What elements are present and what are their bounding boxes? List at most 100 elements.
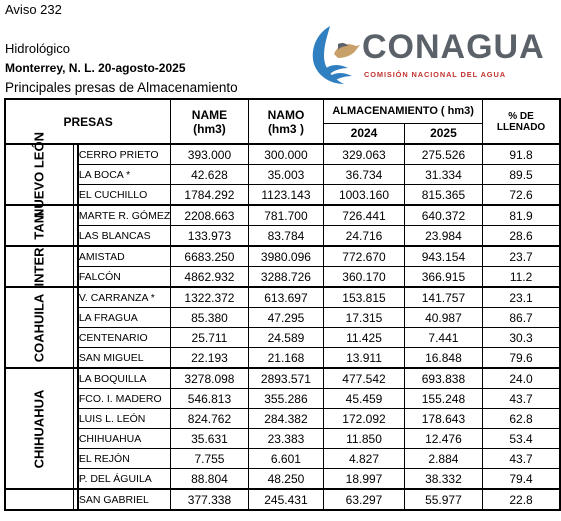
fill-percent-value: 30.3 [482,327,561,348]
name-value: 1784.292 [170,184,249,206]
name-value: 1322.372 [170,286,249,308]
name-value: 546.813 [170,388,249,409]
namo-value: 1123.143 [247,184,325,206]
dam-row: LAS BLANCAS 133.973 83.784 24.716 23.984 28.6 [5,225,561,247]
dam-name: MARTE R. GÓMEZ [76,204,172,226]
dam-name: AMISTAD [76,245,172,267]
state-label-text: CHIHUAHUA [31,389,47,468]
dam-row: LA BOCA * 42.628 35.003 36.734 31.334 89.5 [5,164,561,185]
name-value: 377.338 [170,488,249,511]
storage-2024-value: 63.297 [323,488,405,511]
dam-name: LUIS L. LEÓN [76,408,172,429]
storage-2024-value: 172.092 [323,408,405,429]
conagua-emblem-icon [312,26,360,84]
fill-percent-value: 23.7 [482,245,561,267]
storage-2025-value: 943.154 [403,245,484,267]
dam-name: EL REJÓN [76,448,172,469]
dam-row: CHIHUAHUA LA BOQUILLA 3278.098 2893.571 477.… [3,367,561,490]
fill-percent-value: 22.8 [482,488,561,511]
name-header: NAME (hm3) [170,98,249,145]
fill-percent-value: 53.4 [482,428,561,449]
namo-value: 35.003 [247,164,325,185]
state-gap [73,204,78,247]
dam-name: P. DEL ÁGUILA [76,468,172,490]
fill-percent-value: 79.4 [482,468,561,490]
namo-header-label: NAMO [267,107,305,122]
dams-table: PRESAS NAME (hm3) NAMO (hm3 ) ALMACENAMI… [3,98,561,511]
storage-2025-value: 275.526 [403,143,484,165]
name-value: 393.000 [170,143,249,165]
dam-row: SAN GABRIEL 377.338 245.431 63.297 55.977 22.… [3,488,561,511]
state-gap [73,143,78,206]
dam-row: CHIHUAHUA 35.631 23.383 11.850 12.476 53.4 [5,428,561,449]
almacenamiento-header: ALMACENAMIENTO ( hm3) [323,98,484,124]
bulletin-place-date: Monterrey, N. L. 20-agosto-2025 [5,61,186,75]
storage-2025-value: 38.332 [403,468,484,490]
name-header-unit: (hm3) [193,121,226,136]
name-value: 85.380 [170,307,249,328]
storage-2024-value: 36.734 [323,164,405,185]
fill-percent-value: 79.6 [482,347,561,369]
storage-2024-value: 13.911 [323,347,405,369]
name-value: 4862.932 [170,266,249,288]
storage-2025-value: 40.987 [403,307,484,328]
state-label: TAM [3,204,74,247]
name-value: 133.973 [170,225,249,247]
dam-row: LA FRAGUA 85.380 47.295 17.315 40.987 86.7 [5,307,561,328]
namo-value: 47.295 [247,307,325,328]
storage-2024-value: 726.441 [323,204,405,226]
namo-value: 3288.726 [247,266,325,288]
year-2024-header: 2024 [323,122,405,145]
fill-percent-value: 91.8 [482,143,561,165]
fill-percent-value: 43.7 [482,448,561,469]
storage-2025-value: 693.838 [403,367,484,389]
namo-value: 613.697 [247,286,325,308]
fill-percent-value: 43.7 [482,388,561,409]
storage-2025-value: 178.643 [403,408,484,429]
dam-row: INTER AMISTAD 6683.250 3980.096 772.670 943.1… [3,245,561,288]
namo-header: NAMO (hm3 ) [247,98,325,145]
storage-2025-value: 12.476 [403,428,484,449]
namo-value: 284.382 [247,408,325,429]
storage-2024-value: 772.670 [323,245,405,267]
storage-2024-value: 11.850 [323,428,405,449]
conagua-subtitle: COMISIÓN NACIONAL DEL AGUA [364,70,506,79]
state-label-text: COAHUILA [31,293,47,362]
storage-2024-value: 24.716 [323,225,405,247]
storage-2024-value: 360.170 [323,266,405,288]
storage-2025-value: 141.757 [403,286,484,308]
name-header-label: NAME [191,107,228,122]
fill-percent-value: 24.0 [482,367,561,389]
storage-2025-value: 7.441 [403,327,484,348]
storage-2025-value: 16.848 [403,347,484,369]
dam-row: EL REJÓN 7.755 6.601 4.827 2.884 43.7 [5,448,561,469]
namo-value: 83.784 [247,225,325,247]
storage-2024-value: 4.827 [323,448,405,469]
fill-percent-value: 11.2 [482,266,561,288]
name-value: 824.762 [170,408,249,429]
name-value: 35.631 [170,428,249,449]
storage-2024-value: 45.459 [323,388,405,409]
dam-row: TAM MARTE R. GÓMEZ 2208.663 781.700 726.441 6… [3,204,561,247]
dam-row: EL CUCHILLO 1784.292 1123.143 1003.160 815.3… [5,184,561,206]
storage-2025-value: 815.365 [403,184,484,206]
name-value: 42.628 [170,164,249,185]
name-value: 22.193 [170,347,249,369]
pct-header: % DE LLENADO [482,98,561,145]
dam-row: NUEVO LEÓN CERRO PRIETO 393.000 300.000 329.… [3,132,561,217]
storage-2025-value: 155.248 [403,388,484,409]
namo-header-unit: (hm3 ) [267,121,304,136]
namo-value: 781.700 [247,204,325,226]
name-value: 7.755 [170,448,249,469]
storage-2024-value: 1003.160 [323,184,405,206]
namo-value: 24.589 [247,327,325,348]
namo-value: 245.431 [247,488,325,511]
bulletin-title: Principales presas de Almacenamiento [5,80,238,95]
namo-value: 6.601 [247,448,325,469]
namo-value: 23.383 [247,428,325,449]
dam-name: LA BOQUILLA [76,367,172,389]
dam-row: SAN MIGUEL 22.193 21.168 13.911 16.848 79.6 [5,347,561,369]
namo-value: 300.000 [247,143,325,165]
storage-2025-value: 366.915 [403,266,484,288]
fill-percent-value: 62.8 [482,408,561,429]
